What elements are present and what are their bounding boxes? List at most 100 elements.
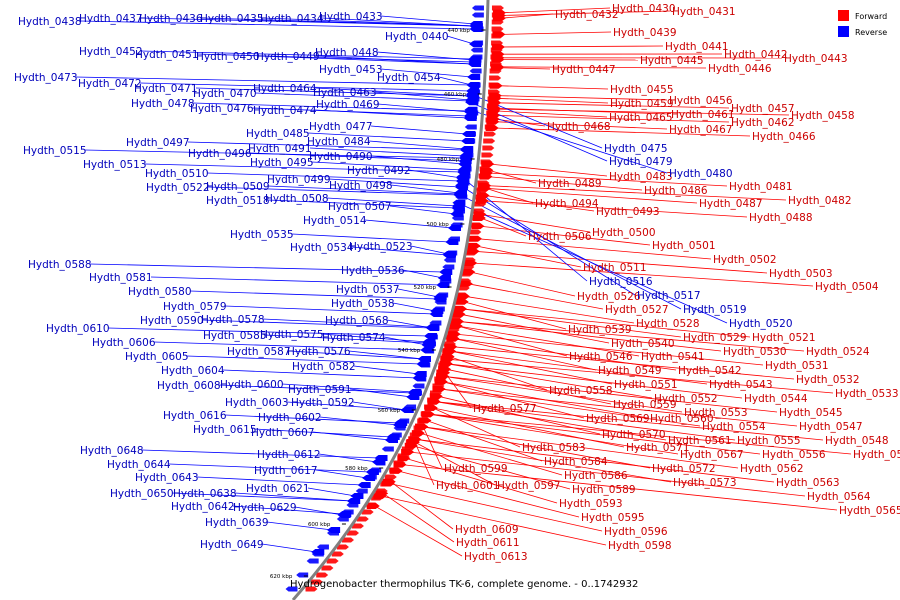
forward-gene-label: Hydth_0564 <box>807 491 871 503</box>
reverse-gene-arrow <box>450 222 463 228</box>
reverse-gene-arrow <box>455 194 468 200</box>
leader-line <box>435 401 824 441</box>
forward-gene-arrow <box>466 243 479 249</box>
reverse-gene-arrow <box>316 544 329 550</box>
reverse-gene-label: Hydth_0575 <box>260 329 324 341</box>
reverse-gene-label: Hydth_0587 <box>227 346 291 358</box>
reverse-gene-arrow <box>445 250 458 256</box>
reverse-gene-arrow <box>466 110 479 116</box>
gene-arrows <box>285 5 506 592</box>
leader-line <box>381 495 607 546</box>
leader-line <box>498 66 707 69</box>
forward-gene-label: Hydth_0531 <box>765 360 829 372</box>
forward-gene-arrow <box>490 47 503 53</box>
forward-gene-arrow <box>361 509 374 515</box>
forward-gene-arrow <box>389 467 402 473</box>
reverse-gene-label: Hydth_0603 <box>225 397 289 409</box>
forward-gene-arrow <box>397 453 410 459</box>
reverse-gene-label: Hydth_0510 <box>145 168 209 180</box>
leader-line <box>84 149 465 159</box>
forward-gene-label: Hydth_0443 <box>784 53 848 65</box>
forward-gene-label: Hydth_0601 <box>436 480 500 492</box>
leader-line <box>307 487 356 497</box>
leader-line <box>401 464 838 511</box>
leader-line <box>196 53 474 63</box>
reverse-gene-label: Hydth_0490 <box>309 151 373 163</box>
leader-line <box>75 76 472 86</box>
forward-gene-label: Hydth_0504 <box>815 281 879 293</box>
scale-label: 440 kbp <box>447 28 470 34</box>
forward-gene-label: Hydth_0543 <box>709 379 773 391</box>
forward-gene-label: Hydth_0533 <box>835 388 899 400</box>
reverse-gene-arrow <box>461 152 474 158</box>
forward-gene-label: Hydth_0521 <box>752 332 816 344</box>
forward-gene-arrow <box>424 404 437 410</box>
leader-line <box>139 82 472 92</box>
leader-line <box>321 333 428 343</box>
forward-gene-label: Hydth_0541 <box>641 351 705 363</box>
forward-gene-arrow <box>316 572 329 578</box>
scale-label: 460 kbp <box>444 92 467 98</box>
reverse-gene-arrow <box>426 325 440 331</box>
forward-gene-label: Hydth_0545 <box>779 407 843 419</box>
reverse-gene-label: Hydth_0582 <box>292 361 356 373</box>
leader-line <box>454 338 597 371</box>
forward-gene-label: Hydth_0494 <box>535 198 599 210</box>
reverse-gene-label: Hydth_0590 <box>140 315 204 327</box>
reverse-gene-label: Hydth_0604 <box>161 365 225 377</box>
reverse-gene-label: Hydth_0485 <box>246 128 310 140</box>
forward-gene-label: Hydth_0481 <box>729 181 793 193</box>
leader-line <box>232 505 344 515</box>
leader-line <box>326 197 457 207</box>
forward-gene-arrow <box>463 257 476 263</box>
forward-gene-label: Hydth_0430 <box>612 3 676 15</box>
reverse-gene-arrow <box>364 474 377 480</box>
reverse-gene-arrow <box>417 356 431 362</box>
reverse-gene-arrow <box>429 320 442 326</box>
forward-gene-arrow <box>467 236 480 242</box>
legend-forward-swatch <box>838 10 849 21</box>
reverse-gene-label: Hydth_0517 <box>637 290 701 302</box>
reverse-gene-label: Hydth_0454 <box>377 72 441 84</box>
leader-line <box>264 334 428 344</box>
forward-gene-label: Hydth_0528 <box>636 318 700 330</box>
reverse-gene-label: Hydth_0576 <box>287 346 351 358</box>
leader-line <box>207 186 459 196</box>
leader-line <box>380 15 475 25</box>
leader-line <box>140 17 475 27</box>
forward-gene-arrow <box>489 75 502 81</box>
forward-gene-label: Hydth_0556 <box>762 449 826 461</box>
leader-line <box>261 543 317 553</box>
leader-line <box>254 92 471 102</box>
leader-line <box>328 178 460 188</box>
leader-line <box>494 115 730 123</box>
leader-line <box>442 381 649 419</box>
leader-line <box>414 441 435 486</box>
reverse-gene-label: Hydth_0522 <box>146 182 210 194</box>
leader-line <box>487 176 643 191</box>
leader-line <box>474 250 768 274</box>
leader-line <box>457 202 728 324</box>
forward-gene-arrow <box>490 54 503 60</box>
leader-line <box>389 205 456 215</box>
reverse-gene-label: Hydth_0602 <box>258 412 322 424</box>
forward-gene-arrow <box>488 89 501 95</box>
leader-line <box>480 217 527 237</box>
leader-line <box>380 68 473 78</box>
reverse-gene-arrow <box>470 54 483 60</box>
reverse-gene-label: Hydth_0579 <box>163 301 227 313</box>
reverse-gene-arrow <box>471 5 484 11</box>
forward-gene-label: Hydth_0457 <box>731 103 795 115</box>
scale-labels: 440 kbp 460 kbp 480 kbp 500 kbp 520 kbp 540 k… <box>270 28 486 580</box>
leader-line <box>349 388 412 398</box>
reverse-gene-label: Hydth_0499 <box>267 174 331 186</box>
reverse-gene-label: Hydth_0617 <box>254 465 318 477</box>
leader-line <box>432 407 625 448</box>
leader-line <box>458 321 805 352</box>
reverse-gene-label: Hydth_0581 <box>89 272 153 284</box>
forward-gene-label: Hydth_0599 <box>444 463 508 475</box>
leader-line <box>437 395 601 435</box>
reverse-gene-label: Hydth_0480 <box>669 168 733 180</box>
reverse-gene-arrow <box>457 180 470 186</box>
leader-line <box>467 283 604 310</box>
